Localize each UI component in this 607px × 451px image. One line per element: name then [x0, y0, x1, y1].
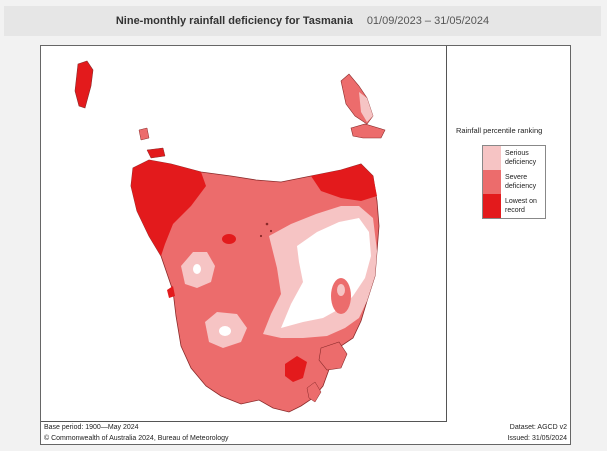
map-title-bar: Nine-monthly rainfall deficiency for Tas…	[4, 6, 601, 36]
legend-swatch-severe	[483, 170, 501, 194]
king-island	[74, 60, 94, 109]
map-title: Nine-monthly rainfall deficiency for Tas…	[115, 15, 353, 27]
map-frame	[41, 46, 447, 422]
legend-swatch-serious	[483, 146, 501, 170]
ne-lowest-region	[311, 164, 377, 201]
copyright-note: © Commonwealth of Australia 2024, Bureau…	[44, 435, 229, 442]
legend-item-serious: Serious deficiency	[483, 146, 545, 170]
central-lowest-patch	[222, 234, 236, 244]
legend-box: Serious deficiency Severe deficiency Low…	[482, 145, 546, 219]
map-panel: Rainfall percentile ranking Serious defi…	[40, 45, 571, 445]
central-white-spot	[193, 264, 201, 274]
nw-lowest-region	[131, 160, 206, 256]
dataset-note: Dataset: AGCD v2	[509, 424, 567, 431]
lake-dot-1	[265, 222, 269, 226]
legend-label-severe: Severe deficiency	[505, 174, 537, 190]
tasman-peninsula	[318, 341, 348, 371]
flinders-island-serious	[359, 92, 373, 122]
map-period: 01/09/2023 – 31/05/2024	[366, 15, 490, 27]
islet-nw-2	[146, 147, 166, 159]
issued-note: Issued: 31/05/2024	[507, 435, 567, 442]
legend-label-lowest: Lowest on record	[505, 198, 537, 214]
sw-white-spot	[219, 326, 231, 336]
legend-swatch-lowest	[483, 194, 501, 218]
east-serious-inner	[337, 284, 345, 296]
legend-label-serious: Serious deficiency	[505, 150, 537, 166]
lake-dot-3	[259, 234, 263, 238]
legend-title: Rainfall percentile ranking	[456, 126, 543, 135]
legend-item-lowest: Lowest on record	[483, 194, 545, 218]
cape-barren-island	[350, 123, 386, 139]
legend-item-severe: Severe deficiency	[483, 170, 545, 194]
lake-dot-2	[269, 229, 273, 233]
hobart-lowest-region	[285, 356, 307, 382]
legend: Rainfall percentile ranking Serious defi…	[456, 126, 566, 219]
west-coast-islet	[167, 286, 175, 298]
bruny-island	[306, 381, 322, 403]
base-period-note: Base period: 1900—May 2024	[44, 424, 139, 431]
islet-nw-1	[138, 127, 150, 141]
tasmania-map	[74, 60, 386, 413]
